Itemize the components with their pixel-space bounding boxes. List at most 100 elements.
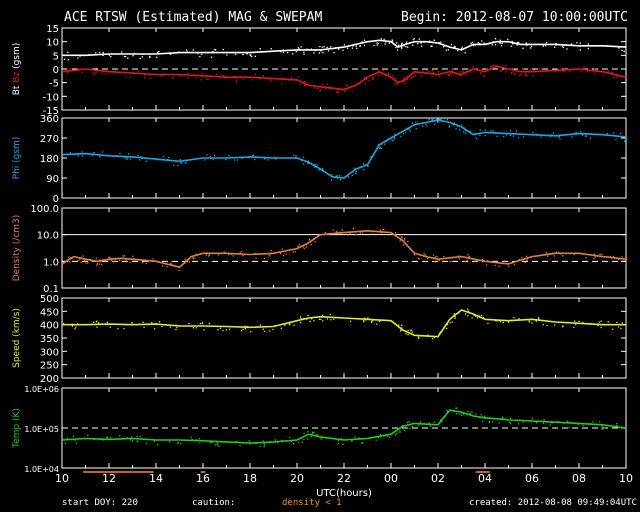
- data-point-speed: [246, 325, 249, 328]
- data-point-density: [324, 231, 326, 234]
- data-point-density: [192, 258, 194, 260]
- data-point-density: [125, 259, 127, 261]
- data-point-bz: [456, 73, 458, 75]
- data-point-temp: [408, 421, 410, 423]
- data-point-bt: [212, 50, 214, 53]
- data-point-bt: [260, 51, 262, 53]
- data-point-bt: [351, 47, 354, 49]
- data-point-density: [70, 258, 72, 260]
- data-point-bt: [67, 59, 69, 61]
- data-point-bz: [137, 70, 140, 72]
- data-point-phi: [422, 125, 424, 127]
- data-point-bz: [117, 71, 119, 74]
- data-point-temp: [180, 442, 182, 445]
- data-point-speed: [364, 317, 366, 319]
- data-point-density: [82, 255, 84, 257]
- data-point-temp: [119, 435, 121, 437]
- data-point-temp: [375, 439, 377, 441]
- data-point-bt: [447, 49, 449, 51]
- data-point-bz: [300, 83, 302, 85]
- data-point-bz: [303, 82, 305, 84]
- data-point-bt: [464, 47, 466, 50]
- data-point-density: [466, 259, 469, 261]
- data-point-bt: [123, 55, 126, 58]
- data-point-phi: [391, 139, 393, 141]
- data-point-phi: [408, 128, 410, 130]
- data-point-phi: [209, 156, 211, 158]
- data-point-speed: [71, 323, 73, 325]
- data-point-bz: [404, 79, 406, 81]
- data-point-phi: [81, 151, 83, 153]
- data-point-bz: [483, 67, 485, 69]
- data-point-temp: [75, 442, 78, 444]
- data-point-density: [518, 258, 521, 261]
- data-point-bt: [88, 54, 90, 56]
- y-tick-label-temp: 1.0E+05: [24, 425, 59, 434]
- data-point-phi: [459, 129, 461, 131]
- data-point-bt: [570, 43, 573, 45]
- data-point-temp: [568, 421, 570, 423]
- data-point-bz: [613, 77, 615, 79]
- data-point-phi: [314, 166, 316, 168]
- data-point-speed: [425, 335, 427, 337]
- data-point-bt: [418, 38, 420, 40]
- data-point-speed: [158, 321, 161, 323]
- data-point-bt: [326, 46, 328, 49]
- data-point-bz: [480, 73, 482, 75]
- data-point-bz: [450, 70, 453, 73]
- data-point-phi: [335, 175, 337, 177]
- data-point-temp: [320, 438, 322, 440]
- data-point-phi: [380, 147, 382, 149]
- data-point-phi: [551, 133, 553, 136]
- data-point-phi: [343, 176, 345, 178]
- data-point-bt: [121, 51, 123, 53]
- data-point-temp: [399, 430, 401, 432]
- data-point-speed: [322, 320, 324, 322]
- data-point-speed: [538, 317, 540, 319]
- data-point-phi: [438, 119, 440, 121]
- data-point-bz: [105, 73, 107, 75]
- data-point-density: [394, 232, 397, 234]
- data-point-bt: [555, 43, 557, 45]
- data-point-bz: [364, 76, 366, 78]
- data-point-phi: [267, 159, 269, 161]
- data-point-phi: [180, 162, 182, 164]
- data-point-speed: [451, 321, 453, 323]
- data-point-density: [264, 257, 266, 260]
- data-point-bt: [347, 47, 349, 49]
- data-point-speed: [313, 320, 315, 322]
- data-point-phi: [354, 172, 357, 174]
- data-point-bt: [385, 41, 387, 43]
- data-point-bt: [199, 55, 201, 58]
- data-point-bt: [222, 48, 224, 51]
- data-point-bt: [156, 56, 158, 58]
- data-point-phi: [145, 160, 148, 163]
- data-point-bz: [466, 74, 468, 76]
- data-point-bz: [459, 74, 462, 77]
- data-point-bt: [139, 57, 141, 60]
- data-point-density: [281, 248, 284, 250]
- data-point-speed: [535, 320, 537, 322]
- data-point-bt: [545, 41, 548, 44]
- data-point-phi: [129, 158, 131, 160]
- data-point-phi: [406, 128, 409, 130]
- data-point-bt: [141, 53, 144, 55]
- data-point-temp: [484, 418, 486, 420]
- data-point-phi: [540, 136, 542, 138]
- data-point-bt: [314, 49, 316, 52]
- data-point-temp: [415, 426, 417, 429]
- data-point-bt: [481, 40, 483, 42]
- data-point-bz: [81, 71, 83, 74]
- data-point-bt: [380, 38, 382, 40]
- data-point-density: [481, 258, 484, 261]
- data-point-bt: [496, 40, 498, 43]
- data-point-phi: [77, 155, 79, 157]
- data-point-temp: [441, 421, 443, 423]
- data-point-bz: [195, 77, 197, 79]
- data-point-speed: [401, 327, 403, 329]
- data-point-density: [185, 260, 187, 262]
- data-point-bt: [625, 46, 627, 48]
- data-point-bz: [327, 83, 329, 85]
- data-point-phi: [315, 166, 317, 168]
- data-point-phi: [437, 121, 439, 123]
